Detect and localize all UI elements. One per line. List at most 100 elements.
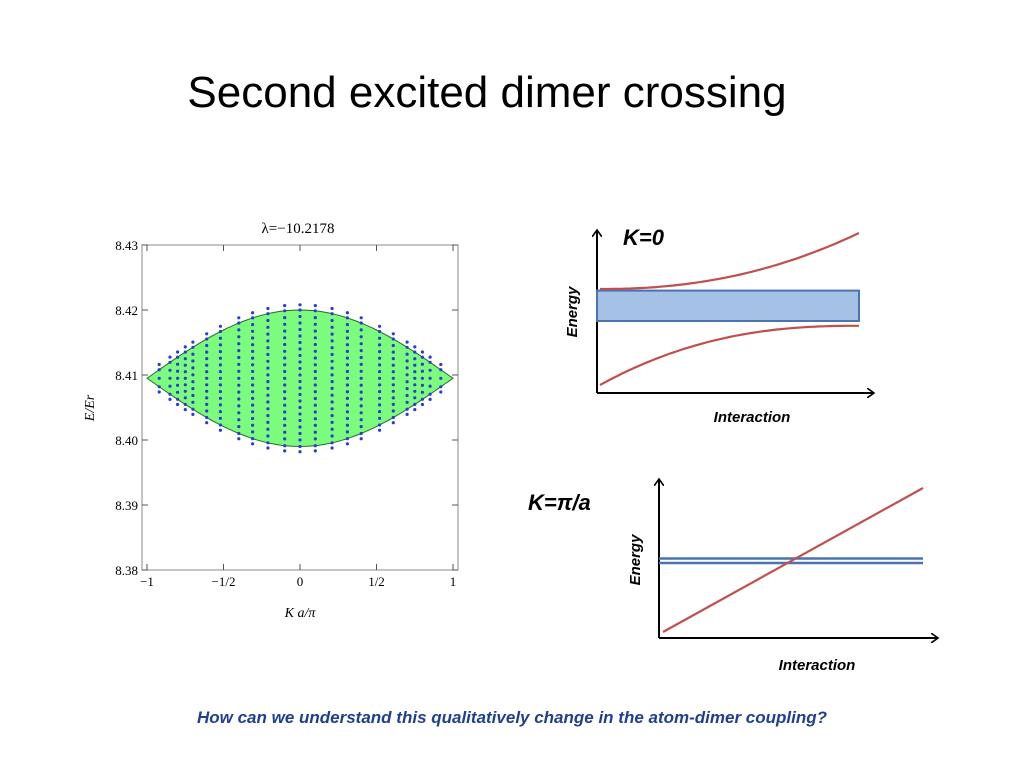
eigenvalue-dot	[251, 323, 255, 327]
eigenvalue-dot	[191, 340, 195, 344]
eigenvalue-dot	[330, 427, 334, 431]
eigenvalue-dot	[176, 383, 180, 387]
eigenvalue-dot	[413, 402, 417, 406]
eigenvalue-dot	[237, 425, 241, 429]
eigenvalue-dot	[205, 376, 209, 380]
eigenvalue-dot	[391, 370, 395, 374]
eigenvalue-dot	[191, 359, 195, 363]
k0-lower-curve	[599, 324, 859, 386]
eigenvalue-dot	[313, 304, 317, 308]
eigenvalue-dot	[359, 321, 363, 325]
eigenvalue-dot	[218, 428, 222, 432]
eigenvalue-dot	[176, 397, 180, 401]
eigenvalue-dot	[330, 306, 334, 311]
eigenvalue-dot	[251, 416, 255, 421]
eigenvalue-dot	[237, 397, 241, 401]
eigenvalue-dot	[237, 342, 241, 346]
x-axis-ticks: −1 −1/2 0 1/2 1	[140, 245, 456, 589]
eigenvalue-dot	[205, 350, 209, 354]
eigenvalue-dot	[345, 356, 349, 360]
eigenvalue-dot	[313, 336, 317, 340]
eigenvalue-dot	[237, 316, 241, 320]
eigenvalue-dot	[205, 396, 209, 400]
eigenvalue-dot	[168, 360, 172, 364]
eigenvalue-dot	[283, 390, 287, 394]
eigenvalue-dot	[251, 403, 255, 407]
eigenvalue-dot	[359, 316, 363, 320]
eigenvalue-dot	[359, 431, 363, 436]
eigenvalue-dot	[330, 380, 334, 384]
eigenvalue-dot	[330, 352, 334, 357]
eigenvalue-dot	[298, 360, 302, 364]
eigenvalue-dot	[251, 442, 255, 446]
eigenvalue-dot	[378, 376, 382, 380]
eigenvalue-dot	[298, 425, 302, 429]
eigenvalue-dot	[405, 352, 409, 356]
eigenvalue-dot	[439, 385, 443, 389]
eigenvalue-dot	[378, 416, 382, 420]
eigenvalue-dot	[205, 357, 209, 361]
eigenvalue-dot	[345, 430, 349, 434]
eigenvalue-dot	[330, 393, 334, 397]
y-tick-label: 8.40	[115, 433, 138, 448]
eigenvalue-dot	[298, 438, 302, 442]
eigenvalue-dot	[266, 400, 270, 404]
eigenvalue-dot	[313, 363, 317, 367]
eigenvalue-dot	[330, 400, 334, 404]
eigenvalue-dot	[283, 322, 287, 326]
eigenvalue-dot	[345, 369, 349, 374]
eigenvalue-dot	[359, 362, 363, 366]
eigenvalue-dot	[183, 376, 187, 380]
eigenvalue-dot	[391, 350, 395, 354]
eigenvalue-dot	[359, 411, 363, 415]
eigenvalue-dot	[237, 349, 241, 353]
eigenvalue-dot	[266, 366, 270, 370]
eigenvalue-dot	[218, 423, 222, 427]
eigenvalue-dot	[391, 383, 395, 387]
eigenvalue-dot	[298, 353, 302, 358]
k0-band	[596, 289, 860, 322]
eigenvalue-dot	[266, 312, 270, 316]
eigenvalue-dot	[176, 376, 180, 380]
eigenvalue-dot	[205, 409, 209, 413]
eigenvalue-dot	[345, 316, 349, 320]
eigenvalue-dot	[359, 397, 363, 401]
eigenvalue-dot	[218, 403, 222, 407]
eigenvalue-dot	[237, 390, 241, 394]
x-tick-label: 0	[297, 574, 304, 589]
eigenvalue-dot	[283, 376, 287, 380]
eigenvalue-dot	[359, 369, 363, 373]
eigenvalue-dot	[176, 362, 180, 366]
eigenvalue-dot	[330, 359, 334, 363]
eigenvalue-dot	[251, 410, 255, 414]
eigenvalue-dot	[298, 366, 302, 371]
eigenvalue-dot	[266, 332, 270, 336]
eigenvalue-dot	[183, 345, 187, 349]
eigenvalue-dot	[378, 390, 382, 394]
eigenvalue-dot	[359, 437, 363, 441]
eigenvalue-dot	[313, 410, 317, 414]
eigenvalue-dot	[313, 309, 317, 313]
eigenvalue-dot	[345, 396, 349, 400]
eigenvalue-dot	[283, 356, 287, 360]
eigenvalue-dot	[298, 392, 302, 397]
eigenvalue-dot	[405, 400, 409, 404]
eigenvalue-dot	[345, 390, 349, 394]
eigenvalue-dot	[391, 421, 395, 425]
eigenvalue-dot	[298, 399, 302, 403]
eigenvalue-dot	[378, 356, 382, 360]
eigenvalue-dot	[191, 366, 195, 370]
eigenvalue-dot	[313, 423, 317, 427]
eigenvalue-dot	[420, 402, 424, 407]
eigenvalue-dot	[439, 362, 443, 367]
eigenvalue-dot	[205, 370, 209, 374]
eigenvalue-dot	[298, 347, 302, 351]
eigenvalue-dot	[283, 316, 287, 320]
eigenvalue-dot	[266, 420, 270, 424]
eigenvalue-dot	[313, 383, 317, 387]
eigenvalue-dot	[345, 410, 349, 414]
k0-interaction-label: Interaction	[714, 409, 791, 426]
eigenvalue-dot	[298, 321, 302, 325]
eigenvalue-dot	[313, 376, 317, 380]
eigenvalue-dot	[176, 390, 180, 394]
